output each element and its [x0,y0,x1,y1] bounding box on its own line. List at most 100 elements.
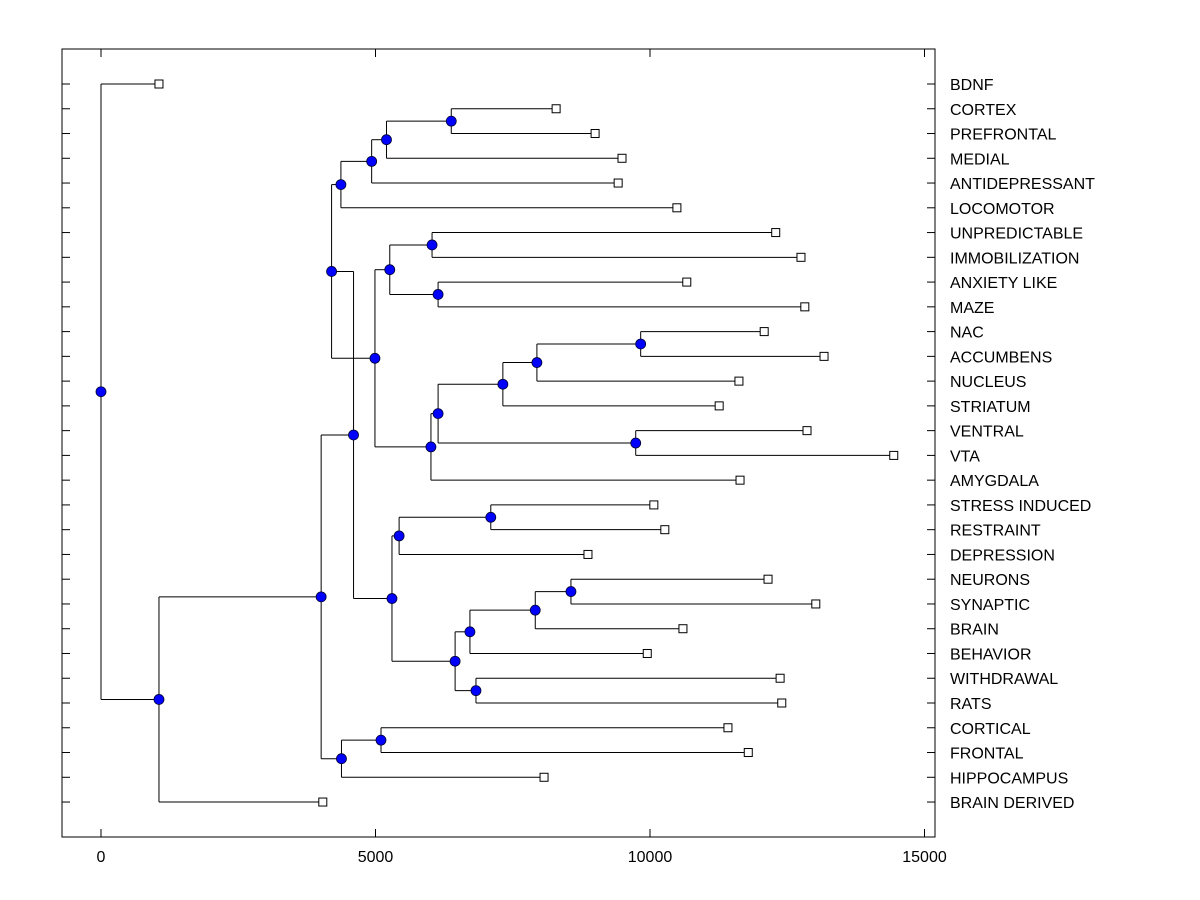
cluster-node [366,155,378,167]
leaf-marker [551,104,561,114]
leaf-marker [617,153,627,163]
cluster-node [470,685,482,697]
x-tick-label: 5000 [358,849,394,866]
leaf-label: VTA [950,448,980,465]
leaf-marker [660,525,670,535]
leaf-marker [763,574,773,584]
cluster-node [369,352,381,364]
leaf-label: ACCUMBENS [950,349,1052,366]
cluster-node [497,378,509,390]
cluster-node [95,386,107,398]
leaf-label: STRESS INDUCED [950,498,1091,515]
leaf-label: ANXIETY LIKE [950,275,1057,292]
leaf-marker [642,648,652,658]
leaf-label: UNPREDICTABLE [950,226,1083,243]
leaf-label: PREFRONTAL [950,127,1056,144]
leaf-marker [735,475,745,485]
cluster-node [315,591,327,603]
leaf-label: MAZE [950,300,994,317]
x-tick-labels: 0 5000 10000 15000 [97,849,947,866]
leaf-label: RATS [950,696,991,713]
leaf-marker [723,723,733,733]
cluster-node [464,626,476,638]
leaf-marker [796,252,806,262]
leaf-marker [318,797,328,807]
dendrogram-links [100,83,894,803]
leaf-marker [771,228,781,238]
leaf-marker [777,698,787,708]
cluster-node [432,408,444,420]
leaf-marker [759,327,769,337]
leaf-label: NEURONS [950,572,1030,589]
cluster-node [531,357,543,368]
x-tick-label: 10000 [628,849,673,866]
leaf-label: BDNF [950,77,994,94]
leaf-marker [539,772,549,782]
cluster-node [630,437,642,449]
leaf-label: CORTICAL [950,721,1031,738]
cluster-node [335,179,347,190]
leaf-marker [802,426,812,436]
cluster-node [384,264,396,276]
cluster-node [635,338,647,350]
cluster-node [449,655,461,667]
leaf-label: LOCOMOTOR [950,201,1055,218]
cluster-node [485,511,497,523]
leaf-label: SYNAPTIC [950,597,1030,614]
cluster-node [153,694,165,705]
leaf-marker [734,376,744,386]
node-markers [95,115,647,765]
x-tick-label: 15000 [902,849,947,866]
leaf-label: BEHAVIOR [950,646,1032,663]
cluster-node [348,429,359,441]
cluster-node [426,239,438,251]
leaf-label: VENTRAL [950,424,1024,441]
leaf-label: WITHDRAWAL [950,671,1058,688]
leaf-marker [154,79,164,89]
leaf-labels: BDNF CORTEX PREFRONTAL MEDIAL ANTIDEPRESSANT… [950,77,1095,812]
leaf-marker [613,178,623,188]
x-tick-label: 0 [97,849,106,866]
axis-ticks [62,49,935,837]
cluster-node [336,753,347,765]
cluster-node [393,530,405,542]
leaf-marker [800,302,810,312]
leaf-marker [590,129,600,139]
leaf-label: BRAIN [950,622,999,639]
leaf-marker [889,450,899,460]
plot-frame [61,48,936,838]
leaf-marker [682,277,692,287]
leaf-label: BRAIN DERIVED [950,795,1074,812]
leaf-label: IMMOBILIZATION [950,250,1079,267]
leaf-label: AMYGDALA [950,473,1039,490]
cluster-node [425,441,437,453]
leaf-label: DEPRESSION [950,547,1055,564]
leaf-marker [672,203,682,213]
leaf-label: STRIATUM [950,399,1031,416]
leaf-marker [819,351,829,361]
leaf-markers [154,79,899,807]
leaf-marker [714,401,724,411]
leaf-marker [743,748,753,758]
leaf-marker [678,624,688,634]
cluster-node [529,604,541,616]
leaf-label: NUCLEUS [950,374,1026,391]
leaf-marker [583,549,593,559]
cluster-node [386,593,398,604]
cluster-node [375,734,387,746]
cluster-node [445,115,457,127]
cluster-node [381,134,392,146]
leaf-label: RESTRAINT [950,523,1041,540]
leaf-marker [649,500,659,510]
leaf-label: HIPPOCAMPUS [950,770,1068,787]
leaf-label: MEDIAL [950,151,1010,168]
leaf-marker [775,673,785,683]
leaf-label: NAC [950,325,984,342]
cluster-node [565,586,577,597]
leaf-label: ANTIDEPRESSANT [950,176,1095,193]
leaf-label: CORTEX [950,102,1017,119]
cluster-node [326,266,337,277]
leaf-label: FRONTAL [950,746,1024,763]
cluster-node [432,289,444,300]
